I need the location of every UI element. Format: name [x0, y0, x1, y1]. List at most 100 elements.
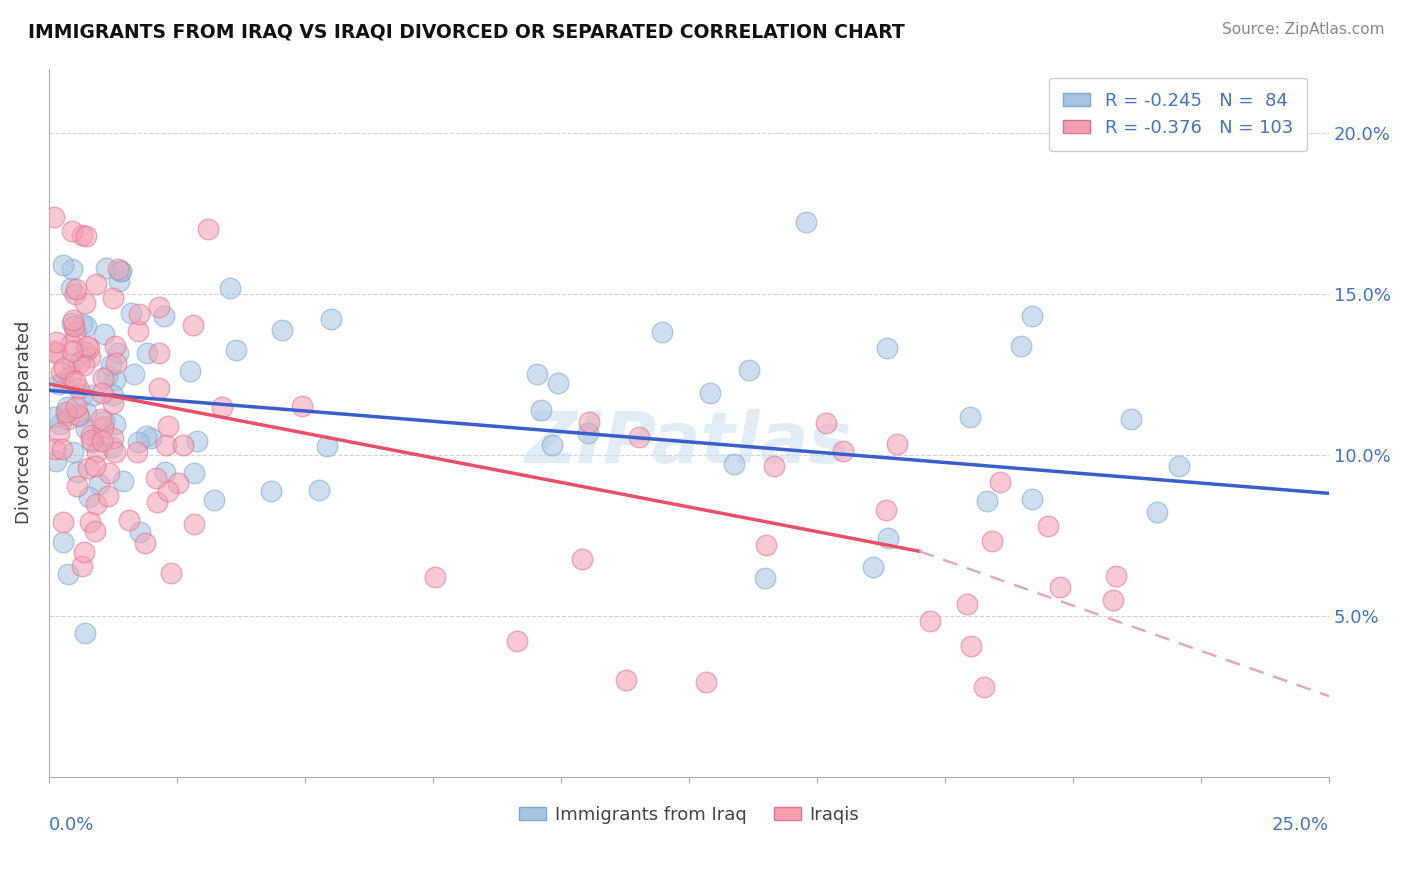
Point [70, 559, 93, 574]
Point [101, 291, 124, 305]
Point [134, 535, 156, 549]
Point [76, 339, 98, 353]
Point [65, 400, 87, 414]
Point [738, 363, 761, 377]
Point [45, 454, 67, 468]
Point [62, 444, 84, 458]
Point [1167, 458, 1189, 473]
Point [93, 327, 115, 342]
Text: 0.0%: 0.0% [49, 815, 94, 833]
Point [976, 494, 998, 508]
Point [63, 286, 86, 301]
Point [55, 400, 77, 414]
Point [96, 368, 118, 383]
Point [183, 516, 205, 531]
Point [1038, 518, 1060, 533]
Point [42, 344, 65, 359]
Point [118, 513, 141, 527]
Point [155, 438, 177, 452]
Point [52, 376, 75, 390]
Point [42, 410, 65, 425]
Point [104, 339, 127, 353]
Point [127, 435, 149, 450]
Point [211, 400, 233, 414]
Point [48, 377, 70, 392]
Point [128, 308, 150, 322]
Point [876, 341, 898, 355]
Point [52, 258, 75, 272]
Point [73, 545, 96, 559]
Point [80, 433, 103, 447]
Point [45, 335, 67, 350]
Point [52, 360, 75, 375]
Point [157, 483, 180, 498]
Point [1021, 309, 1043, 323]
Point [981, 533, 1004, 548]
Point [90, 412, 112, 426]
Point [1105, 569, 1128, 583]
Point [179, 363, 201, 377]
Point [627, 430, 650, 444]
Point [614, 673, 637, 687]
Point [956, 597, 979, 611]
Point [82, 387, 104, 401]
Text: ZIPatlas: ZIPatlas [526, 409, 853, 478]
Point [60, 316, 83, 330]
Point [45, 345, 67, 359]
Point [794, 215, 817, 229]
Point [101, 388, 124, 402]
Point [541, 438, 564, 452]
Text: 25.0%: 25.0% [1272, 815, 1329, 833]
Point [547, 376, 569, 390]
Y-axis label: Divorced or Separated: Divorced or Separated [15, 321, 32, 524]
Point [84, 277, 107, 292]
Point [63, 325, 86, 339]
Point [172, 438, 194, 452]
Point [42, 211, 65, 225]
Point [75, 345, 97, 359]
Point [62, 313, 84, 327]
Point [219, 281, 242, 295]
Point [699, 386, 721, 401]
Point [103, 396, 125, 410]
Point [70, 228, 93, 243]
Point [52, 535, 75, 549]
Legend: Immigrants from Iraq, Iraqis: Immigrants from Iraq, Iraqis [512, 799, 866, 831]
Point [152, 310, 174, 324]
Point [79, 350, 101, 364]
Point [63, 318, 86, 333]
Point [76, 460, 98, 475]
Point [571, 552, 593, 566]
Point [186, 434, 208, 448]
Text: Source: ZipAtlas.com: Source: ZipAtlas.com [1222, 22, 1385, 37]
Point [260, 483, 283, 498]
Point [105, 356, 128, 370]
Point [101, 440, 124, 454]
Point [754, 571, 776, 585]
Point [122, 367, 145, 381]
Point [146, 495, 169, 509]
Point [91, 371, 114, 385]
Point [48, 425, 70, 440]
Point [60, 344, 83, 359]
Point [89, 476, 111, 491]
Point [107, 261, 129, 276]
Point [52, 515, 75, 529]
Point [49, 417, 72, 432]
Point [80, 427, 103, 442]
Point [84, 458, 107, 473]
Point [44, 442, 66, 457]
Point [63, 374, 86, 388]
Point [103, 431, 125, 445]
Point [67, 381, 90, 395]
Point [167, 475, 190, 490]
Point [90, 385, 112, 400]
Point [51, 442, 73, 457]
Point [83, 524, 105, 538]
Point [225, 343, 247, 357]
Point [73, 358, 96, 372]
Point [55, 405, 77, 419]
Point [75, 319, 97, 334]
Point [60, 281, 83, 295]
Point [80, 434, 103, 449]
